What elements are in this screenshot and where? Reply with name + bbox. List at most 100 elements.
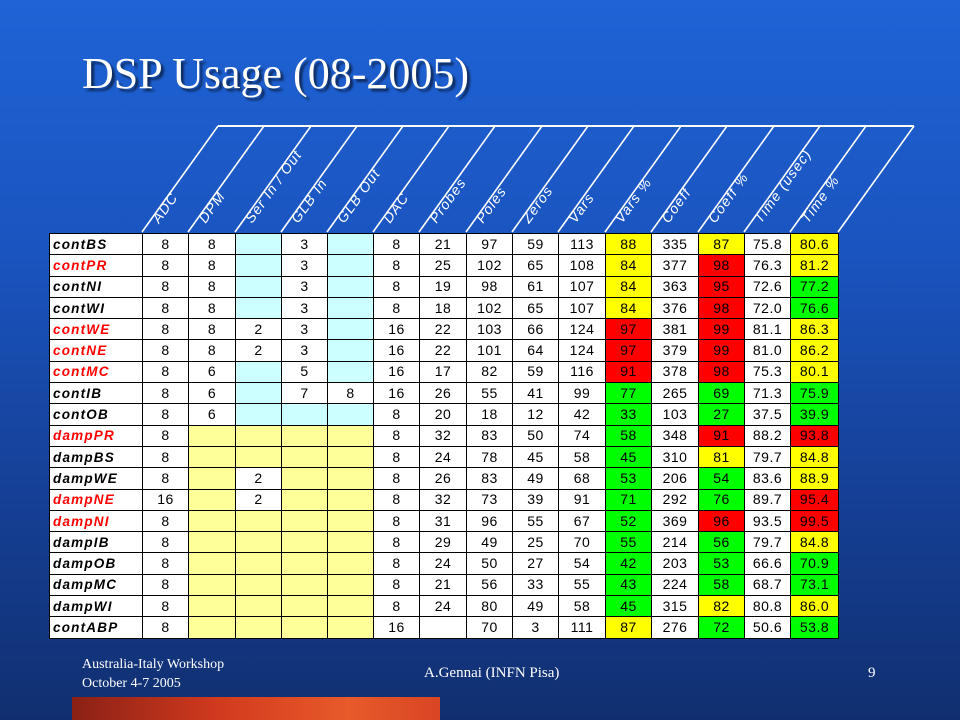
column-header: DAC bbox=[379, 190, 411, 226]
footer-event: Australia-Italy Workshop October 4-7 200… bbox=[82, 655, 224, 693]
table-cell: 83.6 bbox=[744, 467, 791, 490]
table-row: dampNI 8 8 31 96 55 67 52 369 96 93.5 99.5 bbox=[49, 509, 839, 533]
table-cell: 111 bbox=[558, 616, 606, 639]
table-cell: 103 bbox=[651, 403, 699, 426]
table-cell bbox=[235, 616, 282, 639]
table-cell: 52 bbox=[605, 509, 652, 533]
table-cell: 8 bbox=[142, 275, 189, 298]
table-cell: 98 bbox=[698, 254, 745, 277]
table-cell bbox=[327, 467, 374, 490]
table-cell: 58 bbox=[558, 445, 606, 469]
table-cell: 84.8 bbox=[790, 445, 839, 469]
table-cell: 98 bbox=[466, 275, 513, 298]
table-cell: 84 bbox=[605, 254, 652, 277]
row-name: contNI bbox=[49, 275, 143, 298]
row-name: dampNE bbox=[49, 488, 143, 511]
table-cell: 116 bbox=[558, 360, 606, 384]
table-cell: 49 bbox=[466, 531, 513, 554]
table-cell: 102 bbox=[466, 296, 513, 320]
table-cell: 78 bbox=[466, 445, 513, 469]
table-cell: 72.6 bbox=[744, 275, 791, 298]
table-cell: 8 bbox=[373, 467, 420, 490]
table-cell bbox=[327, 552, 374, 575]
header-divider bbox=[743, 125, 821, 233]
table-cell bbox=[281, 616, 328, 639]
table-cell: 79.7 bbox=[744, 445, 791, 469]
table-cell: 50 bbox=[512, 424, 559, 447]
table-cell: 79.7 bbox=[744, 531, 791, 554]
table-cell bbox=[188, 445, 236, 469]
table-cell: 75.8 bbox=[744, 232, 791, 256]
table-cell: 206 bbox=[651, 467, 699, 490]
dsp-usage-table: contBS 8 8 3 8 21 97 59 113 88 335 87 75.8 80.6 contPR… bbox=[49, 232, 839, 639]
table-cell: 91 bbox=[558, 488, 606, 511]
table-cell: 25 bbox=[512, 531, 559, 554]
row-name: contBS bbox=[49, 232, 143, 256]
table-cell: 77.2 bbox=[790, 275, 839, 298]
table-cell: 99 bbox=[698, 318, 745, 341]
table-cell bbox=[281, 531, 328, 554]
table-cell bbox=[188, 573, 236, 597]
table-cell: 55 bbox=[466, 382, 513, 405]
table-cell: 25 bbox=[419, 254, 467, 277]
table-cell: 124 bbox=[558, 318, 606, 341]
table-cell: 2 bbox=[235, 467, 282, 490]
table-cell: 39 bbox=[512, 488, 559, 511]
table-cell: 2 bbox=[235, 318, 282, 341]
table-cell: 91 bbox=[605, 360, 652, 384]
table-row: contWI 8 8 3 8 18 102 65 107 84 376 98 72.0 76.6 bbox=[49, 296, 839, 320]
table-cell: 363 bbox=[651, 275, 699, 298]
header-divider bbox=[187, 125, 265, 233]
table-cell: 56 bbox=[466, 573, 513, 597]
table-cell: 8 bbox=[142, 339, 189, 362]
slide-title: DSP Usage (08-2005) bbox=[82, 49, 469, 98]
table-cell: 8 bbox=[188, 275, 236, 298]
table-cell: 16 bbox=[373, 616, 420, 639]
table-cell: 58 bbox=[558, 595, 606, 618]
table-cell: 95 bbox=[698, 275, 745, 298]
row-name: dampBS bbox=[49, 445, 143, 469]
table-cell: 8 bbox=[142, 382, 189, 405]
table-cell bbox=[327, 509, 374, 533]
table-cell: 16 bbox=[373, 382, 420, 405]
table-cell: 29 bbox=[419, 531, 467, 554]
table-cell: 74 bbox=[558, 424, 606, 447]
table-row: dampNE 16 2 8 32 73 39 91 71 292 76 89.7 95.4 bbox=[49, 488, 839, 511]
table-cell: 42 bbox=[605, 552, 652, 575]
table-cell: 93.5 bbox=[744, 509, 791, 533]
table-cell bbox=[235, 360, 282, 384]
table-cell: 82 bbox=[466, 360, 513, 384]
table-cell: 72.0 bbox=[744, 296, 791, 320]
page-number: 9 bbox=[868, 665, 876, 681]
table-cell: 97 bbox=[466, 232, 513, 256]
table-cell: 3 bbox=[512, 616, 559, 639]
table-cell: 3 bbox=[281, 339, 328, 362]
table-cell: 49 bbox=[512, 467, 559, 490]
table-cell: 56 bbox=[698, 531, 745, 554]
table-cell: 21 bbox=[419, 232, 467, 256]
table-cell bbox=[327, 616, 374, 639]
table-cell: 95.4 bbox=[790, 488, 839, 511]
header-divider bbox=[372, 125, 450, 233]
table-cell: 8 bbox=[373, 275, 420, 298]
table-cell: 8 bbox=[142, 616, 189, 639]
table-cell: 71.3 bbox=[744, 382, 791, 405]
table-cell bbox=[281, 595, 328, 618]
table-cell: 369 bbox=[651, 509, 699, 533]
table-cell: 8 bbox=[373, 403, 420, 426]
table-cell: 96 bbox=[466, 509, 513, 533]
table-cell: 70.9 bbox=[790, 552, 839, 575]
table-cell: 66.6 bbox=[744, 552, 791, 575]
table-cell: 22 bbox=[419, 318, 467, 341]
table-cell: 376 bbox=[651, 296, 699, 320]
table-cell: 76 bbox=[698, 488, 745, 511]
table-row: contPR 8 8 3 8 25 102 65 108 84 377 98 76.3 81.2 bbox=[49, 254, 839, 277]
table-cell: 80.1 bbox=[790, 360, 839, 384]
table-cell: 49 bbox=[512, 595, 559, 618]
table-cell: 32 bbox=[419, 488, 467, 511]
table-cell bbox=[281, 573, 328, 597]
table-cell bbox=[235, 254, 282, 277]
column-header: Vars bbox=[565, 190, 597, 226]
table-cell: 27 bbox=[512, 552, 559, 575]
